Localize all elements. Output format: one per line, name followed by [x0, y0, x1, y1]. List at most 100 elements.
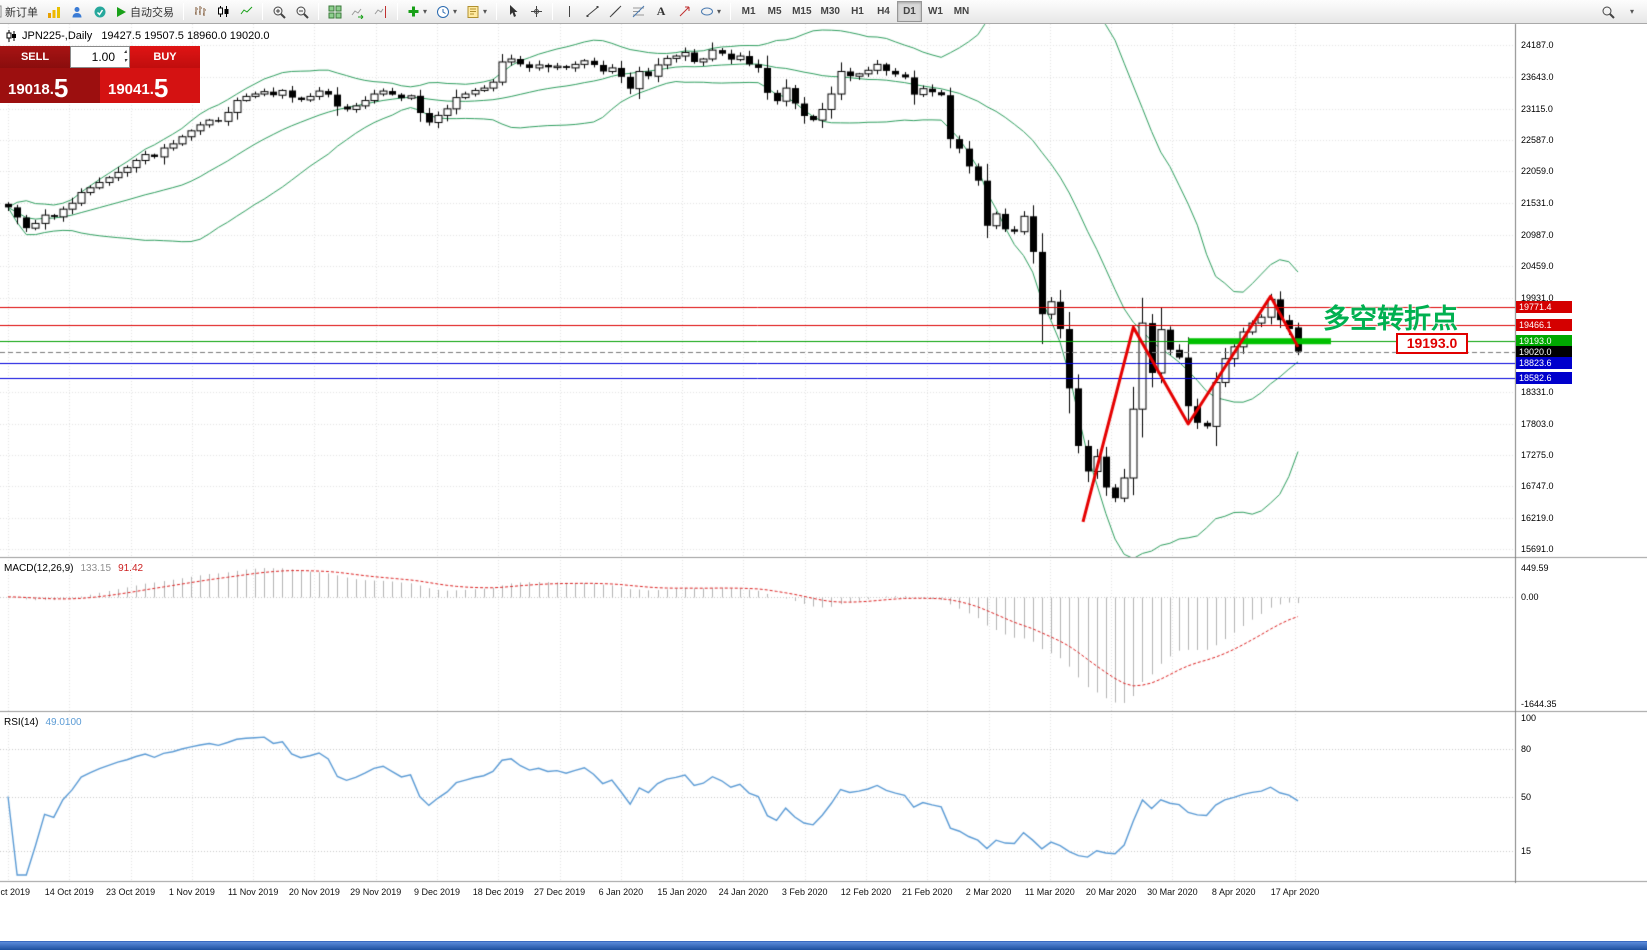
timeframe-w1-button[interactable]: W1 [923, 1, 948, 22]
zoom-out-button[interactable] [291, 1, 313, 22]
toolbar-separator [730, 3, 732, 20]
buy-button[interactable]: BUY [130, 46, 200, 68]
timeframe-m1-button[interactable]: M1 [736, 1, 761, 22]
line-chart-button[interactable] [235, 1, 257, 22]
vertical-line-tool-button[interactable] [558, 1, 580, 22]
time-axis-label: 1 Nov 2019 [168, 887, 215, 897]
time-axis-label: 6 Jan 2020 [598, 887, 644, 897]
dropdown-caret-icon: ▾ [717, 6, 722, 16]
search-icon [1602, 6, 1615, 19]
buy-price[interactable]: 19041. 5 [100, 68, 200, 103]
timeframe-m5-button[interactable]: M5 [762, 1, 787, 22]
symbol-search-button[interactable] [1597, 1, 1619, 22]
volume-spinner[interactable]: ▴ ▾ [124, 48, 127, 66]
one-click-trading-widget: SELL 1.00 ▴ ▾ BUY 19018. 5 19041. 5 [0, 46, 200, 103]
toolbar: 新订单 自动交易 [0, 0, 1647, 24]
trendline-tool-button[interactable] [581, 1, 603, 22]
new-order-icon [0, 5, 2, 18]
auto-scroll-icon [351, 8, 364, 19]
line-chart-icon [240, 6, 252, 15]
status-bar [0, 941, 1647, 950]
chart-shift-button[interactable] [370, 1, 392, 22]
toolbar-separator [183, 3, 184, 20]
time-axis-label: 11 Nov 2019 [227, 887, 279, 897]
tile-windows-button[interactable] [324, 1, 346, 22]
text-tool-button[interactable]: A [650, 1, 672, 22]
toolbar-overflow-button[interactable]: ▾ [1621, 1, 1643, 22]
volume-value: 1.00 [91, 50, 115, 64]
new-order-label: 新订单 [5, 6, 38, 19]
timeframe-h4-button[interactable]: H4 [871, 1, 896, 22]
time-axis-label: 30 Mar 2020 [1147, 887, 1198, 897]
market-watch-icon [48, 6, 60, 18]
dropdown-caret-icon: ▾ [453, 6, 458, 16]
time-axis-label: 2 Mar 2020 [965, 887, 1012, 897]
bar-chart-button[interactable] [189, 1, 211, 22]
bars-chart-icon [194, 6, 206, 16]
fibonacci-icon [632, 5, 644, 18]
arrows-icon [679, 6, 690, 17]
text-tool-icon: A [656, 4, 666, 18]
chart-type-icon [6, 30, 16, 42]
timeframe-m15-button[interactable]: M15 [788, 1, 815, 22]
time-axis-label: 11 Mar 2020 [1024, 887, 1075, 897]
cursor-button[interactable] [502, 1, 524, 22]
templates-button[interactable]: ▾ [462, 1, 491, 22]
market-watch-button[interactable] [43, 1, 65, 22]
rsi-label: RSI(14) 49.0100 [4, 717, 82, 728]
time-axis-label: 14 Oct 2019 [44, 887, 94, 897]
auto-scroll-button[interactable] [347, 1, 369, 22]
spinner-up-icon[interactable]: ▴ [123, 49, 127, 55]
volume-input[interactable]: 1.00 ▴ ▾ [70, 46, 130, 68]
spinner-down-icon[interactable]: ▾ [123, 58, 127, 64]
time-axis-label: 4 Oct 2019 [0, 887, 31, 897]
navigator-icon [72, 6, 82, 17]
clock-icon [437, 5, 450, 18]
time-axis-label: 3 Feb 2020 [781, 887, 828, 897]
time-axis-label: 18 Dec 2019 [472, 887, 524, 897]
toolbar-separator [397, 3, 398, 20]
symbol-period-label: JPN225-,Daily [22, 30, 93, 42]
time-axis-label: 20 Mar 2020 [1085, 887, 1137, 897]
periods-button[interactable]: ▾ [432, 1, 461, 22]
time-axis-label: 12 Feb 2020 [840, 887, 892, 897]
fibonacci-tool-button[interactable] [627, 1, 649, 22]
time-axis-label: 15 Jan 2020 [657, 887, 707, 897]
timeframe-mn-button[interactable]: MN [949, 1, 974, 22]
macd-signal-value: 91.42 [118, 563, 144, 574]
auto-trading-play-icon [117, 6, 126, 17]
new-order-button[interactable]: 新订单 [0, 1, 42, 22]
crosshair-button[interactable] [525, 1, 547, 22]
price-level-box[interactable]: 19193.0 [1396, 333, 1468, 354]
timeframe-h1-button[interactable]: H1 [845, 1, 870, 22]
chart-header: JPN225-,Daily 19427.5 19507.5 18960.0 19… [6, 30, 270, 42]
candlestick-chart-button[interactable] [212, 1, 234, 22]
cursor-icon [509, 5, 518, 17]
dropdown-caret-icon: ▾ [483, 6, 488, 16]
arrows-tool-button[interactable] [673, 1, 695, 22]
time-axis[interactable]: 4 Oct 2019 14 Oct 2019 23 Oct 2019 1 Nov 20… [0, 884, 1515, 902]
channel-tool-button[interactable] [604, 1, 626, 22]
zoom-out-icon [296, 6, 309, 19]
time-axis-label: 17 Apr 2020 [1270, 887, 1320, 897]
navigator-button[interactable] [66, 1, 88, 22]
auto-trading-button[interactable]: 自动交易 [112, 1, 178, 22]
time-axis-label: 21 Feb 2020 [902, 887, 953, 897]
macd-label: MACD(12,26,9) 133.15 91.42 [4, 563, 144, 574]
zoom-in-icon [273, 6, 286, 19]
sell-price[interactable]: 19018. 5 [0, 68, 100, 103]
time-axis-label: 20 Nov 2019 [288, 887, 340, 897]
shapes-icon [701, 7, 714, 16]
shapes-tool-button[interactable]: ▾ [696, 1, 725, 22]
timeframe-m30-button[interactable]: M30 [817, 1, 844, 22]
turning-point-annotation[interactable]: 多空转折点 [1323, 304, 1458, 335]
sell-button[interactable]: SELL [0, 46, 70, 68]
terminal-button[interactable] [89, 1, 111, 22]
toolbar-separator [496, 3, 498, 20]
zoom-in-button[interactable] [268, 1, 290, 22]
add-indicator-button[interactable]: ▾ [403, 1, 431, 22]
timeframe-d1-button[interactable]: D1 [896, 1, 922, 22]
chart-shift-icon [374, 5, 386, 18]
